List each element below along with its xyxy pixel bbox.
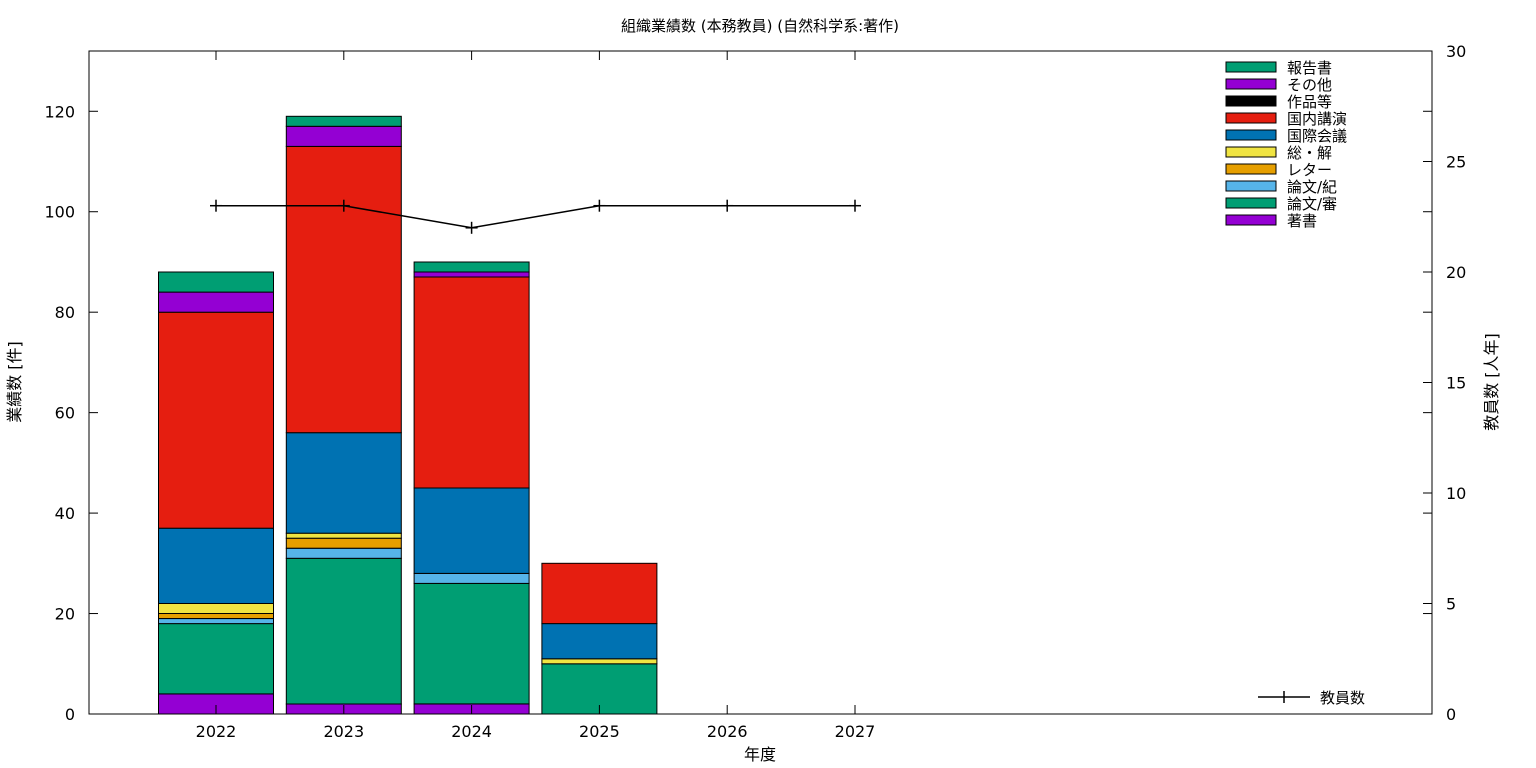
line-legend: 教員数 [1258,689,1365,707]
y-tick-label: 80 [55,303,75,322]
bar-segment [158,311,274,529]
y2-tick-label: 15 [1446,374,1466,393]
legend-label: 論文/審 [1287,195,1337,213]
legend-entry: 総・解 [1225,144,1332,162]
bar-segment [285,537,402,549]
bar-segment [541,658,658,665]
y2-tick-label: 25 [1446,153,1466,172]
legend-label: 著書 [1287,212,1317,230]
bar-segment [413,487,530,574]
legend-label: 作品等 [1287,93,1332,111]
legend-swatch [1225,146,1277,158]
legend-label: 国際会議 [1287,127,1347,145]
bar-segment [413,261,530,273]
line-point [593,199,606,212]
legend-label: 報告書 [1287,59,1332,77]
legend-swatch [1225,129,1277,141]
bar-segment [413,271,530,278]
bar-segment [285,432,402,534]
x-tick-label: 2025 [579,722,620,741]
bar-segment [158,623,274,695]
legend-label: その他 [1287,76,1332,94]
bar-segment [285,532,402,539]
bar-segment [541,562,658,625]
y-tick-label: 120 [44,102,75,121]
y2-axis-label: 教員数 [人年] [1482,333,1501,431]
y2-tick-label: 5 [1446,595,1456,614]
legend-label: 国内講演 [1287,110,1347,128]
bar-segment [285,145,402,434]
legend-entry: 報告書 [1225,59,1332,77]
y2-tick-label: 0 [1446,705,1456,724]
legend-entry: 論文/紀 [1225,178,1337,196]
line-point [465,221,478,234]
y2-tick-label: 20 [1446,263,1466,282]
legend-swatch [1225,78,1277,90]
bar-segment [413,276,530,489]
bar-segment [158,618,274,625]
bar-segment [285,547,402,559]
bar-segment [158,271,274,293]
x-tick-label: 2023 [323,722,364,741]
chart-title: 組織業績数 (本務教員) (自然科学系:著作) [621,17,899,35]
legend-entry: 著書 [1225,212,1317,230]
y-tick-label: 0 [65,705,75,724]
line-point [849,199,861,212]
line-point [721,199,734,212]
bar-segment [285,115,402,127]
legend-label: 論文/紀 [1287,178,1337,196]
bar-segment [285,557,402,705]
legend-line-label: 教員数 [1320,689,1365,707]
legend-swatch [1225,112,1277,124]
line-point [210,199,222,212]
bar-segment [541,623,658,660]
legend-entry: その他 [1225,76,1332,94]
line-path [216,204,855,229]
legend-swatch [1225,214,1277,226]
legend-entry: 作品等 [1225,93,1332,111]
legend-label: レター [1287,161,1332,179]
bar-segment [413,582,530,705]
bar-segment [285,125,402,147]
y-tick-label: 100 [44,203,75,222]
legend-swatch [1225,197,1277,209]
legend-swatch [1225,61,1277,73]
x-axis: 2022 2023 2024 2025 2026 2027 [196,51,876,741]
legend-swatch [1225,180,1277,192]
legend-entry: 国内講演 [1225,110,1347,128]
bar-segment [413,572,530,584]
y2-axis: 0 5 10 15 20 25 30 [1423,42,1466,724]
y-tick-label: 20 [55,605,75,624]
line-point [337,199,350,212]
legend-entry: 国際会議 [1225,127,1347,145]
x-tick-label: 2026 [707,722,748,741]
x-tick-label: 2024 [451,722,492,741]
bar-segment [158,613,274,619]
y-axis: 0 20 40 60 80 100 120 [44,102,1432,724]
bar-segment [158,291,274,313]
x-axis-label: 年度 [744,745,776,764]
y-tick-label: 60 [55,404,75,423]
legend-swatch [1225,163,1277,175]
legend-entry: レター [1225,161,1332,179]
y2-tick-label: 10 [1446,484,1466,503]
y-tick-label: 40 [55,504,75,523]
y2-tick-label: 30 [1446,42,1466,61]
bar-segment [158,527,274,605]
legend-entry: 論文/審 [1225,195,1337,213]
y-axis-label: 業績数 [件] [5,341,24,423]
x-tick-label: 2022 [196,722,237,741]
x-tick-label: 2027 [835,722,876,741]
legend-swatch [1225,95,1277,107]
bars [158,115,658,715]
line-series [210,199,861,234]
legend-label: 総・解 [1287,144,1332,162]
bar-segment [158,603,274,614]
